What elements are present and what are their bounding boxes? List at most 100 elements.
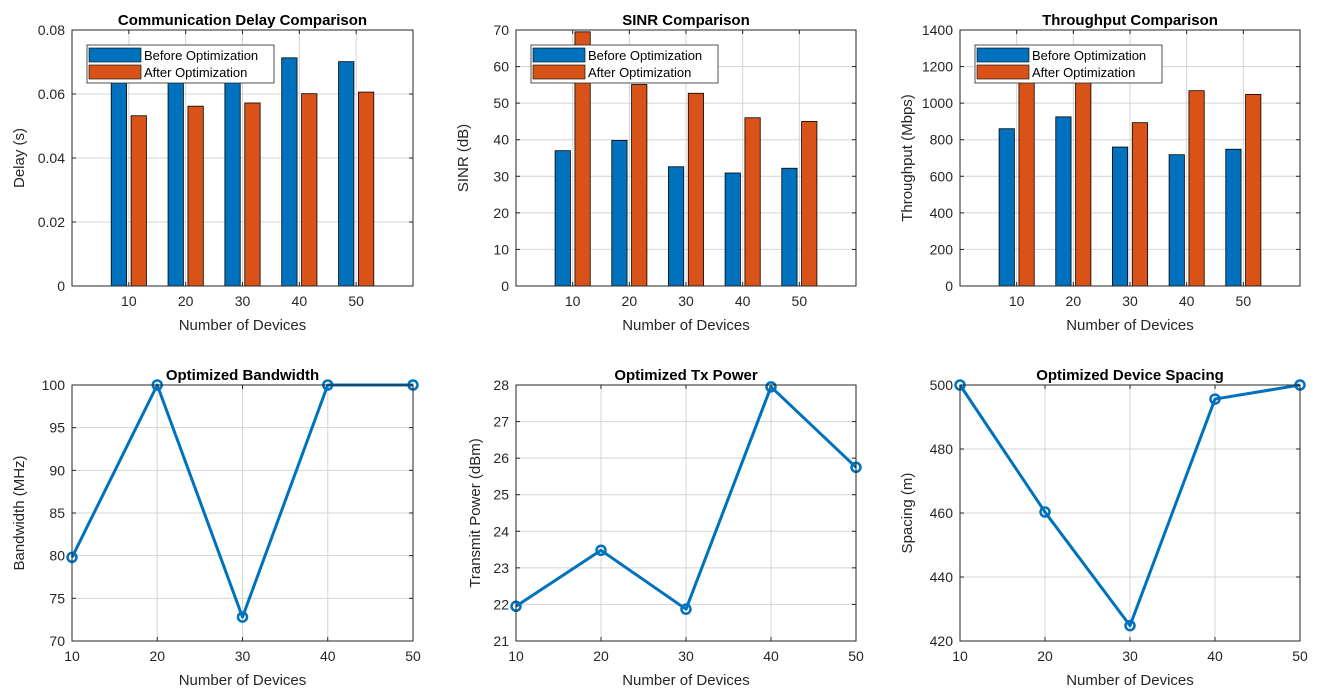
y-tick-label: 400 [930, 205, 954, 221]
y-axis-label: SINR (dB) [455, 124, 472, 192]
legend-label: Before Optimization [144, 48, 258, 63]
y-axis-label: Throughput (Mbps) [899, 94, 916, 222]
bar-before-optimization [338, 61, 355, 287]
y-tick-label: 10 [493, 241, 509, 257]
subplot-2: 0 10 20 30 40 50 60 70 10 20 30 40 50 Before Optimiza… [455, 12, 857, 334]
y-tick-label: 0 [945, 278, 953, 294]
y-tick-label: 480 [930, 441, 954, 457]
y-axis-label: Transmit Power (dBm) [467, 438, 484, 587]
legend-label: Before Optimization [1032, 48, 1146, 63]
legend-swatch [532, 64, 586, 80]
x-tick-label: 40 [1207, 648, 1223, 664]
bar-before-optimization [167, 68, 184, 287]
x-axis-label: Number of Devices [179, 672, 307, 689]
x-tick-label: 40 [735, 293, 751, 309]
bar-before-optimization [554, 150, 571, 287]
y-tick-label: 1000 [922, 95, 953, 111]
legend-label: After Optimization [144, 65, 247, 80]
x-tick-label: 20 [149, 648, 165, 664]
x-tick-label: 40 [1179, 293, 1195, 309]
y-tick-label: 800 [930, 132, 954, 148]
x-tick-label: 50 [1236, 293, 1252, 309]
y-tick-label: 80 [49, 548, 65, 564]
data-point [1124, 619, 1136, 632]
y-tick-label: 40 [493, 132, 509, 148]
subplot-4: 70 75 80 85 90 95 100 10 20 30 40 50 Optimized Bandw… [11, 367, 421, 689]
bar-before-optimization [1168, 154, 1185, 287]
legend-label: Before Optimization [588, 48, 702, 63]
y-tick-label: 200 [930, 241, 954, 257]
data-point [765, 381, 777, 393]
axes-box [71, 384, 414, 642]
y-tick-label: 1400 [922, 22, 953, 38]
y-tick-label: 0.08 [38, 22, 65, 38]
y-tick-label: 20 [493, 205, 509, 221]
legend-swatch [88, 64, 142, 80]
data-point [680, 603, 692, 615]
y-tick-label: 21 [493, 633, 509, 649]
bar-after-optimization [187, 105, 204, 287]
x-tick-label: 30 [1122, 293, 1138, 309]
y-tick-label: 0.06 [38, 86, 65, 102]
bar-after-optimization [130, 115, 147, 287]
legend: Before Optimization After Optimization [86, 44, 275, 84]
x-axis-label: Number of Devices [179, 317, 307, 334]
y-tick-label: 28 [493, 377, 509, 393]
bar-after-optimization [1018, 73, 1035, 287]
y-tick-label: 600 [930, 168, 954, 184]
legend: Before Optimization After Optimization [530, 44, 719, 84]
x-axis-label: Number of Devices [1066, 317, 1194, 334]
legend-label: After Optimization [588, 65, 691, 80]
x-axis-label: Number of Devices [1066, 672, 1194, 689]
x-tick-label: 50 [1292, 648, 1308, 664]
y-tick-label: 0.02 [38, 214, 65, 230]
x-tick-label: 20 [593, 648, 609, 664]
y-tick-label: 1200 [922, 59, 953, 75]
bar-before-optimization [110, 68, 127, 287]
legend: Before Optimization After Optimization [974, 44, 1163, 84]
y-tick-label: 420 [930, 633, 954, 649]
y-tick-label: 25 [493, 487, 509, 503]
x-tick-label: 20 [178, 293, 194, 309]
x-axis-label: Number of Devices [622, 672, 750, 689]
x-tick-label: 10 [64, 648, 80, 664]
y-tick-label: 23 [493, 560, 509, 576]
y-tick-label: 30 [493, 168, 509, 184]
series-line [958, 383, 1301, 628]
y-tick-label: 26 [493, 450, 509, 466]
chart-title: Communication Delay Comparison [118, 12, 367, 29]
y-tick-label: 0 [57, 278, 65, 294]
y-tick-label: 60 [493, 59, 509, 75]
bar-before-optimization [668, 166, 685, 287]
x-tick-label: 30 [678, 293, 694, 309]
bar-before-optimization [1055, 116, 1072, 287]
legend-swatch [88, 47, 142, 63]
x-tick-label: 10 [1009, 293, 1025, 309]
bar-after-optimization [358, 91, 375, 287]
subplot-6: 420 440 460 480 500 10 20 30 40 50 Optimized Devic… [899, 367, 1308, 689]
x-axis-label: Number of Devices [622, 317, 750, 334]
axes-box [515, 384, 857, 642]
y-tick-label: 75 [49, 590, 65, 606]
x-tick-label: 30 [678, 648, 694, 664]
axes-box [959, 384, 1301, 642]
y-tick-label: 95 [49, 420, 65, 436]
x-tick-label: 50 [405, 648, 421, 664]
bar-before-optimization [281, 57, 298, 287]
chart-title: Throughput Comparison [1042, 12, 1218, 29]
x-tick-label: 10 [952, 648, 968, 664]
x-tick-label: 10 [121, 293, 137, 309]
data-point [1039, 506, 1051, 518]
y-tick-label: 90 [49, 462, 65, 478]
x-tick-label: 50 [348, 293, 364, 309]
y-axis-label: Bandwidth (MHz) [11, 455, 28, 570]
chart-title: Optimized Tx Power [614, 367, 758, 384]
subplot-3: 0 200 400 600 800 1000 1200 1400 10 20 30 40 50 Befor… [899, 12, 1301, 334]
legend-swatch [976, 47, 1030, 63]
data-point [595, 544, 607, 557]
chart-title: Optimized Bandwidth [166, 367, 319, 384]
axes-box [515, 29, 857, 287]
bar-after-optimization [1075, 77, 1092, 287]
y-tick-label: 24 [493, 523, 509, 539]
